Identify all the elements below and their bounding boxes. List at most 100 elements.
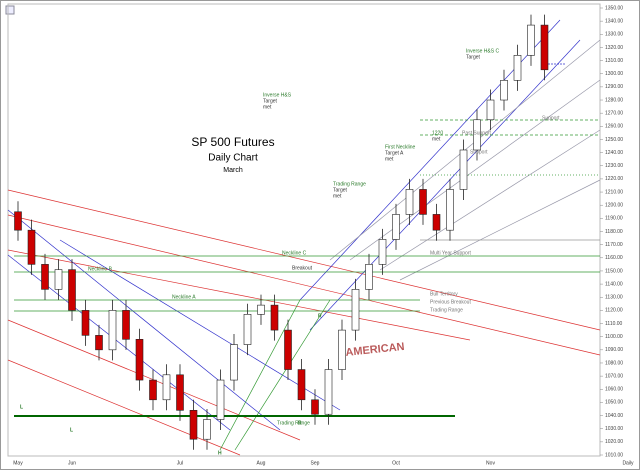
annotation: Neckline A [172, 294, 196, 300]
y-tick-label: 1300.00 [605, 71, 623, 77]
annotation: 1220 [432, 130, 443, 136]
x-tick-label: Nov [486, 460, 495, 466]
candle-body [432, 214, 441, 231]
candle-body [486, 99, 495, 121]
y-tick-label: 1050.00 [605, 400, 623, 406]
y-tick-label: 1270.00 [605, 111, 623, 117]
y-tick-label: 1180.00 [605, 229, 623, 235]
red-channel [7, 359, 241, 456]
chart-title: SP 500 Futures [191, 135, 274, 149]
contract-label: March [223, 167, 243, 174]
annotation: Trading Range [277, 420, 310, 426]
candle-body [446, 189, 454, 231]
menu-icon[interactable] [5, 5, 15, 15]
annotation: Target [333, 187, 348, 193]
y-tick-label: 1250.00 [605, 137, 623, 143]
y-tick-label: 1280.00 [605, 97, 623, 103]
y-tick-label: 1240.00 [605, 150, 623, 156]
candle-body [108, 310, 117, 351]
y-tick-label: 1230.00 [605, 163, 623, 169]
red-channel [7, 189, 601, 331]
annotation: R [318, 313, 322, 319]
green-channel [219, 299, 301, 451]
grey-fan [399, 179, 601, 281]
y-tick-label: 1320.00 [605, 45, 623, 51]
candle-body [243, 314, 252, 345]
annotation: H [218, 450, 222, 456]
y-tick-label: 1020.00 [605, 439, 623, 445]
y-tick-label: 1090.00 [605, 347, 623, 353]
candle-body [284, 329, 292, 370]
candle-body [203, 419, 211, 440]
y-tick-label: 1070.00 [605, 373, 623, 379]
candle-body [149, 379, 157, 401]
candle-body [162, 374, 171, 401]
x-tick-label: Aug [257, 460, 266, 466]
candle-body [365, 264, 373, 290]
annotation: Support [470, 149, 488, 155]
x-tick-label: Sep [311, 460, 320, 466]
candle-body [68, 269, 76, 311]
annotation: Multi Year Support [430, 250, 471, 256]
candle-body [297, 369, 306, 401]
annotation: Past Support [462, 130, 492, 136]
y-tick-label: 1260.00 [605, 124, 623, 130]
candle-body [311, 399, 319, 415]
candle-body [540, 24, 549, 71]
plot-area [7, 3, 601, 457]
annotation: Bull Territory [430, 291, 458, 297]
annotation: Breakout [292, 265, 313, 271]
candle-body [81, 310, 90, 336]
annotation: met [432, 136, 441, 142]
y-tick-label: 1220.00 [605, 176, 623, 182]
candle-body [189, 409, 198, 440]
annotation: Support [542, 115, 560, 121]
candle-body [527, 24, 535, 56]
candle-body [500, 80, 508, 101]
y-tick-label: 1160.00 [605, 255, 623, 261]
annotation: First Neckline [385, 144, 416, 150]
y-tick-label: 1200.00 [605, 203, 623, 209]
period-label: Daily [622, 460, 634, 466]
y-tick-label: 1210.00 [605, 189, 623, 195]
blue-channel [59, 239, 341, 411]
candle-body [122, 310, 130, 340]
candle-body [230, 344, 238, 381]
y-tick-label: 1340.00 [605, 18, 623, 24]
y-tick-label: 1120.00 [605, 308, 623, 314]
candle-body [405, 189, 414, 215]
candle-body [473, 119, 481, 151]
x-tick-label: Oct [392, 460, 400, 466]
annotation: Trading Range [333, 181, 366, 187]
red-channel [7, 249, 471, 341]
red-channel [7, 214, 601, 356]
candle-body [338, 329, 346, 370]
annotation: Target A [385, 150, 404, 156]
y-tick-label: 1290.00 [605, 84, 623, 90]
y-tick-label: 1170.00 [605, 242, 623, 248]
annotation: L [70, 427, 73, 433]
candle-body [257, 304, 265, 315]
candle-body [41, 264, 49, 290]
y-tick-label: 1130.00 [605, 295, 623, 301]
annotation: Trading Range [430, 307, 463, 313]
y-tick-label: 1060.00 [605, 387, 623, 393]
candle-body [324, 369, 333, 415]
y-tick-label: 1140.00 [605, 281, 623, 287]
annotation: L [20, 404, 23, 410]
blue-channel [309, 39, 581, 331]
y-tick-label: 1110.00 [605, 321, 623, 327]
y-tick-label: 1030.00 [605, 426, 623, 432]
x-tick-label: Jul [177, 460, 183, 466]
y-tick-label: 1040.00 [605, 413, 623, 419]
candle-body [27, 229, 36, 265]
candle-body [135, 339, 144, 381]
candle-body [54, 269, 63, 290]
annotation: met [263, 104, 272, 110]
y-tick-label: 1150.00 [605, 268, 623, 274]
annotation: Target [263, 98, 278, 104]
annotation: Neckline B [88, 266, 113, 272]
annotation: Inverse H&S [263, 92, 292, 98]
annotation: R [298, 420, 302, 426]
